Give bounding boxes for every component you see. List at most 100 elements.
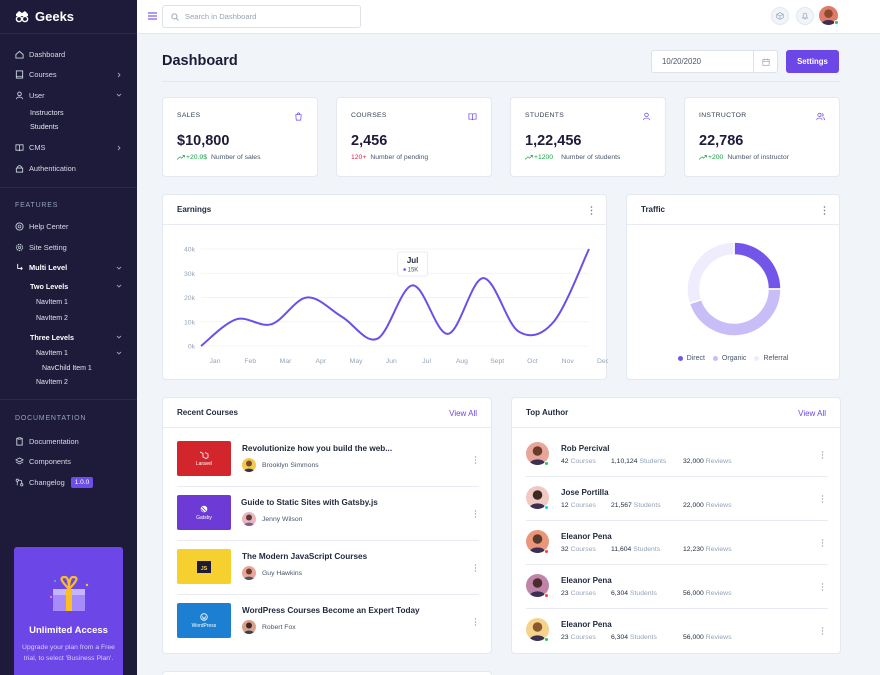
brand[interactable]: Geeks	[0, 0, 137, 34]
course-title[interactable]: Revolutionize how you build the web...	[242, 444, 393, 453]
author-row[interactable]: Eleanor Pena 23 Courses 6,304 Students 56,000…	[526, 609, 828, 653]
author-name[interactable]: Jose Portilla	[561, 488, 609, 497]
more-vertical-icon[interactable]	[474, 564, 477, 572]
more-vertical-icon[interactable]	[823, 206, 826, 215]
author-avatar[interactable]	[526, 442, 549, 465]
author-courses: 12 Courses	[561, 502, 596, 509]
sidebar-item-help-center[interactable]: Help Center	[0, 217, 137, 238]
user-avatar[interactable]	[819, 6, 838, 25]
course-thumbnail[interactable]: Gatsby	[177, 495, 231, 530]
more-vertical-icon[interactable]	[821, 451, 824, 459]
sidebar-item-three-levels[interactable]: Three Levels	[0, 329, 137, 345]
sidebar-item-site-setting[interactable]: Site Setting	[0, 237, 137, 258]
sidebar-item-courses[interactable]: Courses	[0, 65, 137, 86]
author-row[interactable]: Rob Percival 42 Courses 1,10,124 Students 32,…	[526, 433, 828, 477]
course-row[interactable]: WordPress WordPress Courses Become an Ex…	[177, 595, 479, 649]
x-tick-label: Jan	[210, 358, 221, 365]
stat-value: 22,786	[699, 133, 744, 149]
sidebar-subitem-navitem-1[interactable]: NavItem 1	[36, 298, 68, 306]
calendar-button[interactable]	[753, 51, 777, 72]
settings-icon	[15, 243, 24, 252]
course-row[interactable]: Gatsby Guide to Static Sites with Gatsby…	[177, 487, 479, 541]
sidebar-item-two-levels[interactable]: Two Levels	[0, 278, 137, 294]
author-name[interactable]: Eleanor Pena	[561, 576, 612, 585]
course-thumbnail[interactable]: WordPress	[177, 603, 231, 638]
stat-card-sales: SALES $10,800 +20.9$ Number of sales	[162, 97, 318, 177]
author-students: 11,604 Students	[611, 546, 661, 553]
author-stats: 23 Courses 6,304 Students 56,000 Reviews	[561, 590, 743, 597]
donut-slice-referral[interactable]	[686, 241, 735, 305]
more-vertical-icon[interactable]	[590, 206, 593, 215]
trending-up-icon	[177, 155, 185, 160]
course-thumbnail[interactable]: Laravel	[177, 441, 231, 476]
legend-dot	[677, 356, 683, 361]
more-vertical-icon[interactable]	[474, 510, 477, 518]
stat-sub: 120+ Number of pending	[351, 154, 428, 161]
author-row[interactable]: Eleanor Pena 23 Courses 6,304 Students 56,000…	[526, 565, 828, 609]
author-name[interactable]: Eleanor Pena	[561, 620, 612, 629]
sidebar-item-label: Two Levels	[30, 281, 69, 291]
date-picker[interactable]: 10/20/2020	[651, 50, 778, 73]
sidebar-item-label: Documentation	[29, 436, 79, 446]
course-row[interactable]: Laravel Revolutionize how you build the …	[177, 433, 479, 487]
author-avatar[interactable]	[526, 618, 549, 641]
more-vertical-icon[interactable]	[821, 495, 824, 503]
x-tick-label: Jul	[422, 358, 431, 365]
sidebar-item-authentication[interactable]: Authentication	[0, 158, 137, 179]
sidebar-item-user[interactable]: User	[0, 85, 137, 106]
more-vertical-icon[interactable]	[474, 456, 477, 464]
brand-name: Geeks	[35, 9, 75, 24]
search-box[interactable]	[162, 5, 361, 28]
course-title[interactable]: The Modern JavaScript Courses	[242, 552, 368, 561]
more-vertical-icon[interactable]	[474, 618, 477, 626]
menu-toggle-icon[interactable]	[148, 12, 157, 20]
card-title: Recent Courses	[177, 408, 238, 417]
course-thumbnail[interactable]: JS	[177, 549, 231, 584]
author-name: Guy Hawkins	[262, 569, 303, 577]
clipboard-icon	[15, 437, 24, 446]
trending-up-icon	[699, 155, 707, 160]
sidebar-item-dashboard[interactable]: Dashboard	[0, 44, 137, 65]
author-row[interactable]: Jose Portilla 12 Courses 21,567 Students 22,0…	[526, 477, 828, 521]
chart-tooltip: Jul 15K	[397, 251, 429, 277]
sidebar-subitem-navitem-2[interactable]: NavItem 2	[36, 314, 68, 322]
author-avatar[interactable]	[526, 486, 549, 509]
author-row[interactable]: Eleanor Pena 32 Courses 11,604 Students 12,23…	[526, 521, 828, 565]
sidebar-subitem-students[interactable]: Students	[30, 122, 59, 131]
topbar	[137, 0, 880, 34]
view-all-link[interactable]: View All	[449, 409, 477, 418]
course-title[interactable]: Guide to Static Sites with Gatsby.js	[241, 498, 378, 507]
donut-slice-direct[interactable]	[733, 241, 782, 290]
settings-button[interactable]: Settings	[786, 50, 839, 73]
course-row[interactable]: JS The Modern JavaScript Courses Guy Haw…	[177, 541, 479, 595]
sidebar-subitem-three-navitem-2[interactable]: NavItem 2	[36, 378, 68, 386]
stat-delta: +20.9$	[177, 154, 207, 161]
more-vertical-icon[interactable]	[821, 583, 824, 591]
stat-label: SALES	[177, 112, 201, 119]
sidebar-subitem-instructors[interactable]: Instructors	[30, 108, 64, 117]
author-avatar[interactable]	[526, 530, 549, 553]
upgrade-promo-card[interactable]: Unlimited Access Upgrade your plan from …	[14, 547, 123, 675]
sidebar-item-changelog[interactable]: Changelog 1.0.0	[0, 472, 137, 493]
earnings-line-chart: 0k 10k 20k 30k 40k Jan Feb Mar Apr May Jun Jul Aug S…	[184, 247, 608, 366]
author-name[interactable]: Rob Percival	[561, 444, 610, 453]
course-title[interactable]: WordPress Courses Become an Expert Today	[242, 606, 420, 615]
sidebar-subitem-navchild-1[interactable]: NavChild Item 1	[42, 364, 92, 372]
view-all-link[interactable]: View All	[798, 409, 826, 418]
notifications-button[interactable]	[796, 7, 814, 25]
author-name[interactable]: Eleanor Pena	[561, 532, 612, 541]
legend-item-referral: Referral	[754, 355, 788, 362]
more-vertical-icon[interactable]	[821, 627, 824, 635]
donut-slice-organic[interactable]	[688, 288, 782, 337]
apps-button[interactable]	[771, 7, 789, 25]
search-input[interactable]	[185, 12, 345, 21]
author-avatar[interactable]	[526, 574, 549, 597]
more-vertical-icon[interactable]	[821, 539, 824, 547]
sidebar-item-documentation[interactable]: Documentation	[0, 431, 137, 452]
stat-sub: +1200 Number of students	[525, 154, 620, 161]
sidebar-subitem-three-navitem-1[interactable]: NavItem 1	[0, 345, 137, 361]
sidebar-item-components[interactable]: Components	[0, 452, 137, 473]
author-stats: 12 Courses 21,567 Students 22,000 Reviews	[561, 502, 743, 509]
sidebar-item-multi-level[interactable]: Multi Level	[0, 258, 137, 279]
sidebar-item-cms[interactable]: CMS	[0, 138, 137, 159]
